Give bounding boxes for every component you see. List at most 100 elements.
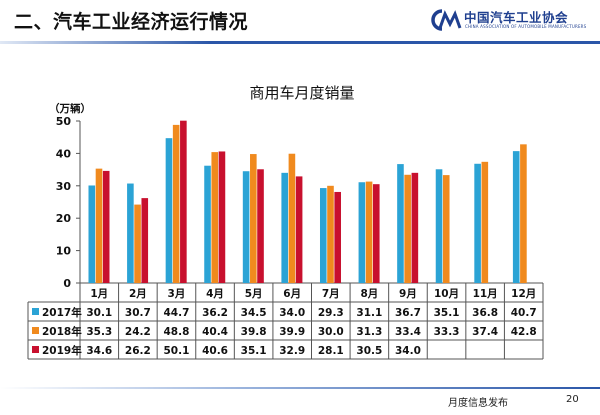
bar: [365, 181, 373, 283]
data-label: 31.3: [356, 326, 382, 338]
x-tick-label: 5月: [245, 288, 263, 300]
legend-entry: 2018年: [42, 325, 82, 338]
footer-label: 月度信息发布: [448, 398, 508, 409]
bar: [435, 169, 443, 283]
data-label: 34.6: [86, 345, 112, 357]
chart-title: 商用车月度销量: [249, 84, 354, 102]
bar: [512, 151, 520, 283]
data-label: 39.8: [241, 326, 267, 338]
bar: [404, 174, 411, 283]
data-label: 40.4: [202, 326, 228, 338]
data-label: 39.9: [279, 326, 305, 338]
y-tick-label: 40: [56, 147, 72, 160]
x-tick-label: 6月: [283, 288, 301, 300]
data-label: 50.1: [163, 345, 189, 357]
header-divider: [0, 41, 600, 44]
data-label: 42.8: [511, 326, 537, 338]
x-tick-label: 7月: [322, 288, 340, 300]
legend-swatch: [32, 327, 39, 334]
legend-swatch: [32, 308, 39, 315]
y-tick-label: 10: [56, 245, 72, 258]
data-label: 35.3: [86, 326, 112, 338]
footer-divider: [0, 387, 600, 389]
bar: [319, 188, 327, 283]
data-label: 40.7: [511, 307, 537, 319]
x-tick-label: 9月: [399, 288, 417, 300]
bar: [281, 172, 289, 283]
data-label: 30.7: [125, 307, 151, 319]
x-tick-label: 1月: [90, 288, 108, 300]
bar: [127, 183, 134, 283]
bar: [141, 198, 149, 283]
bar: [102, 170, 110, 283]
bar: [358, 182, 366, 283]
data-label: 30.5: [356, 345, 382, 357]
data-label: 35.1: [241, 345, 267, 357]
bar: [218, 151, 226, 283]
data-label: 36.8: [472, 307, 498, 319]
data-label: 44.7: [163, 307, 189, 319]
data-label: 36.2: [202, 307, 228, 319]
bar: [180, 120, 187, 284]
bar: [481, 161, 489, 283]
data-label: 34.0: [395, 345, 421, 357]
data-label: 40.6: [202, 345, 228, 357]
data-label: 26.2: [125, 345, 151, 357]
slide-header: 二、汽车工业经济运行情况 中国汽车工业协会 CHINA ASSOCIATION …: [0, 0, 600, 44]
caam-logo-icon: [431, 9, 462, 31]
x-tick-label: 11月: [473, 288, 498, 300]
page-number: 20: [566, 394, 579, 405]
bar: [242, 171, 250, 283]
bar: [250, 154, 257, 283]
data-label: 24.2: [125, 326, 151, 338]
x-tick-label: 8月: [360, 288, 378, 300]
data-label: 48.8: [163, 326, 189, 338]
data-label: 34.0: [279, 307, 305, 319]
logo-text: 中国汽车工业协会: [464, 10, 569, 25]
y-tick-label: 20: [56, 212, 72, 225]
bar: [204, 165, 211, 283]
y-tick-label: 50: [56, 115, 72, 128]
data-label: 31.1: [356, 307, 382, 319]
x-tick-label: 3月: [168, 288, 186, 300]
data-label: 34.5: [241, 307, 267, 319]
legend-entry: 2019年: [42, 344, 82, 357]
data-label: 32.9: [279, 345, 305, 357]
data-label: 33.4: [395, 326, 421, 338]
legend-swatch: [32, 346, 39, 353]
x-tick-label: 4月: [206, 288, 224, 300]
logo-subtext: CHINA ASSOCIATION OF AUTOMOBILE MANUFACT…: [465, 24, 587, 29]
bar: [334, 191, 341, 283]
data-label: 29.3: [318, 307, 344, 319]
bar: [411, 172, 419, 283]
data-label: 30.0: [318, 326, 344, 338]
y-tick-label: 30: [56, 180, 72, 193]
bar: [327, 185, 334, 283]
data-label: 33.3: [434, 326, 460, 338]
legend-entry: 2017年: [42, 306, 82, 319]
bar: [288, 153, 296, 283]
data-label: 37.4: [472, 326, 498, 338]
bar: [95, 168, 103, 283]
bar: [520, 144, 527, 283]
bar: [257, 169, 264, 283]
y-axis-label: （万辆）: [49, 102, 91, 115]
section-title: 二、汽车工业经济运行情况: [14, 11, 249, 33]
bar: [442, 175, 450, 283]
x-tick-label: 10月: [434, 288, 459, 300]
organization-logo: 中国汽车工业协会 CHINA ASSOCIATION OF AUTOMOBILE…: [428, 6, 594, 36]
data-label: 28.1: [318, 345, 344, 357]
data-label: 30.1: [86, 307, 112, 319]
bar: [134, 204, 141, 283]
bar: [88, 185, 96, 283]
bar: [397, 164, 404, 283]
data-label: 36.7: [395, 307, 421, 319]
bar: [165, 138, 173, 283]
bar: [295, 176, 303, 283]
x-tick-label: 12月: [511, 288, 536, 300]
bar: [172, 124, 180, 283]
x-tick-label: 2月: [129, 288, 147, 300]
bar: [211, 152, 219, 283]
data-table: 1月 2月 3月 4月 5月 6月 7月 8月 9月 10月 11月 12月 2017年 30.1 30.7…: [27, 283, 544, 360]
